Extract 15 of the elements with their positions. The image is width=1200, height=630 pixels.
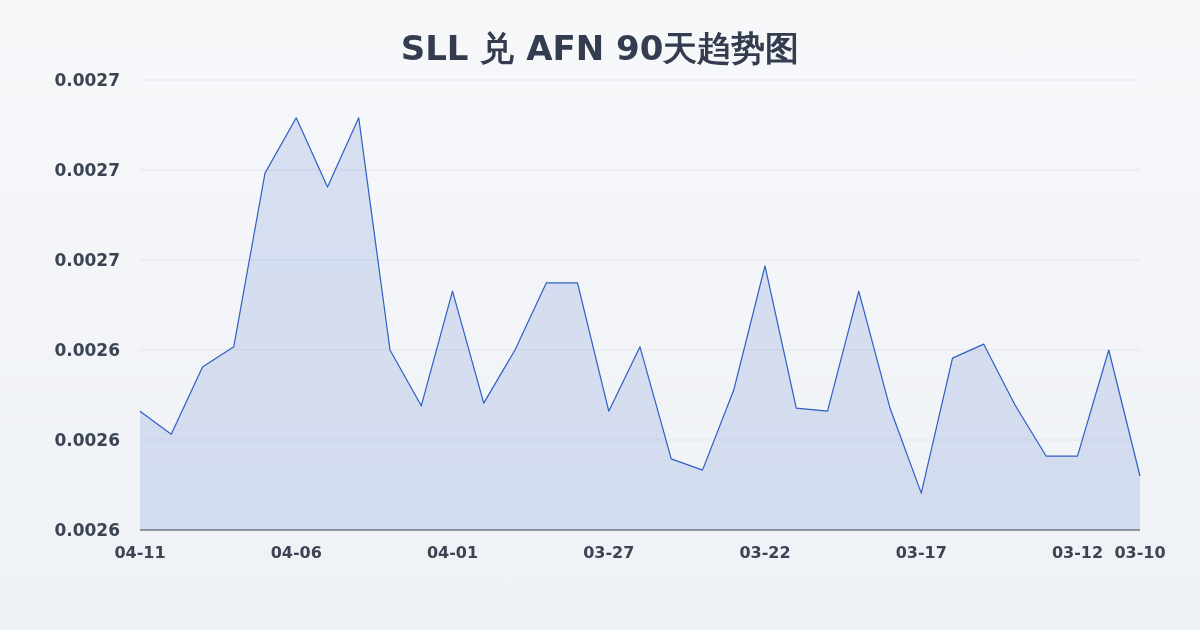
x-tick-label: 03-17: [895, 543, 947, 562]
y-tick-label: 0.0027: [54, 160, 120, 180]
y-tick-label: 0.0026: [54, 520, 120, 540]
x-tick-label: 04-11: [114, 543, 166, 562]
x-tick-label: 03-22: [739, 543, 791, 562]
x-tick-label: 03-10: [1114, 543, 1166, 562]
y-tick-label: 0.0027: [54, 70, 120, 90]
x-tick-label: 03-12: [1051, 543, 1104, 562]
x-tick-label: 03-27: [583, 543, 635, 562]
x-tick-label: 04-06: [270, 543, 322, 562]
y-tick-label: 0.0027: [54, 250, 120, 270]
y-tick-label: 0.0026: [54, 430, 120, 450]
y-tick-label: 0.0026: [54, 340, 120, 360]
x-tick-label: 04-01: [426, 543, 479, 562]
chart-title: SLL 兑 AFN 90天趋势图: [400, 28, 800, 68]
